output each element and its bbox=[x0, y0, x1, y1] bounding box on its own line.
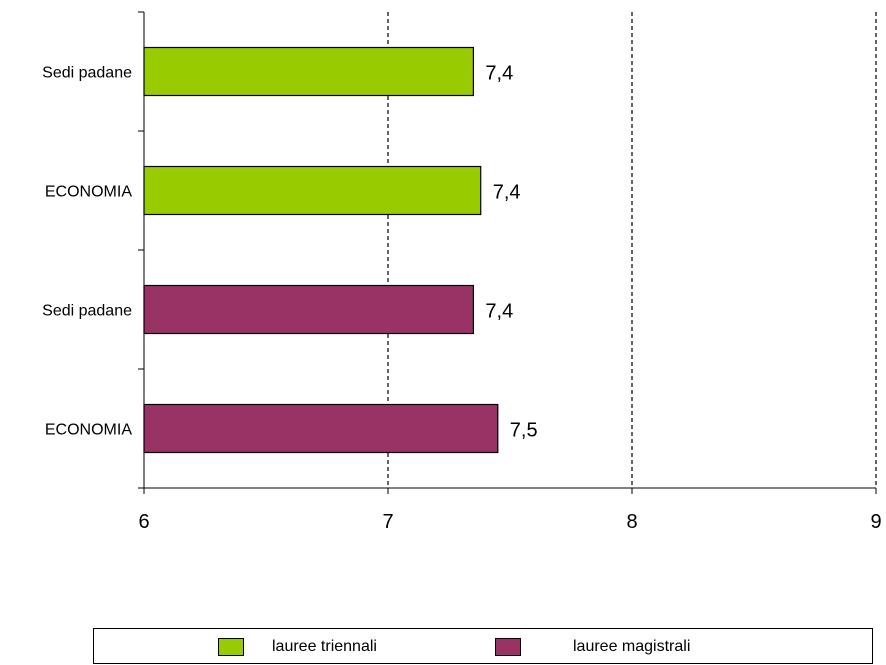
x-tick-label: 6 bbox=[138, 511, 149, 533]
category-label: Sedi padane bbox=[42, 65, 132, 82]
bar-triennali bbox=[143, 165, 482, 216]
category-label: ECONOMIA bbox=[45, 184, 132, 201]
x-tick-label: 9 bbox=[870, 511, 881, 533]
bar-magistrali bbox=[143, 403, 499, 454]
bar-magistrali bbox=[143, 284, 474, 335]
data-label: 7,4 bbox=[485, 63, 513, 85]
labels: 6 7 8 9 Sedi padane 7,4 ECONOMIA 7,4 Sedi padane… bbox=[42, 63, 881, 534]
x-tick-label: 7 bbox=[382, 511, 393, 533]
axes bbox=[138, 11, 877, 494]
category-label: ECONOMIA bbox=[45, 422, 132, 439]
bars bbox=[143, 46, 499, 454]
bar-chart: 6 7 8 9 Sedi padane 7,4 ECONOMIA 7,4 Sedi padane… bbox=[42, 11, 882, 534]
legend-item-magistrali: lauree magistrali bbox=[495, 637, 690, 657]
legend-item-triennali: lauree triennali bbox=[218, 637, 377, 657]
x-tick-label: 8 bbox=[626, 511, 637, 533]
category-label: Sedi padane bbox=[42, 303, 132, 320]
legend-label-triennali: lauree triennali bbox=[272, 638, 377, 655]
data-label: 7,5 bbox=[510, 420, 538, 442]
legend: lauree triennali lauree magistrali bbox=[93, 628, 873, 664]
data-label: 7,4 bbox=[493, 182, 521, 204]
data-label: 7,4 bbox=[485, 301, 513, 323]
bar-triennali bbox=[143, 46, 474, 97]
legend-label-magistrali: lauree magistrali bbox=[573, 638, 691, 655]
legend-swatch-magistrali bbox=[495, 638, 521, 656]
legend-swatch-triennali bbox=[218, 638, 244, 656]
